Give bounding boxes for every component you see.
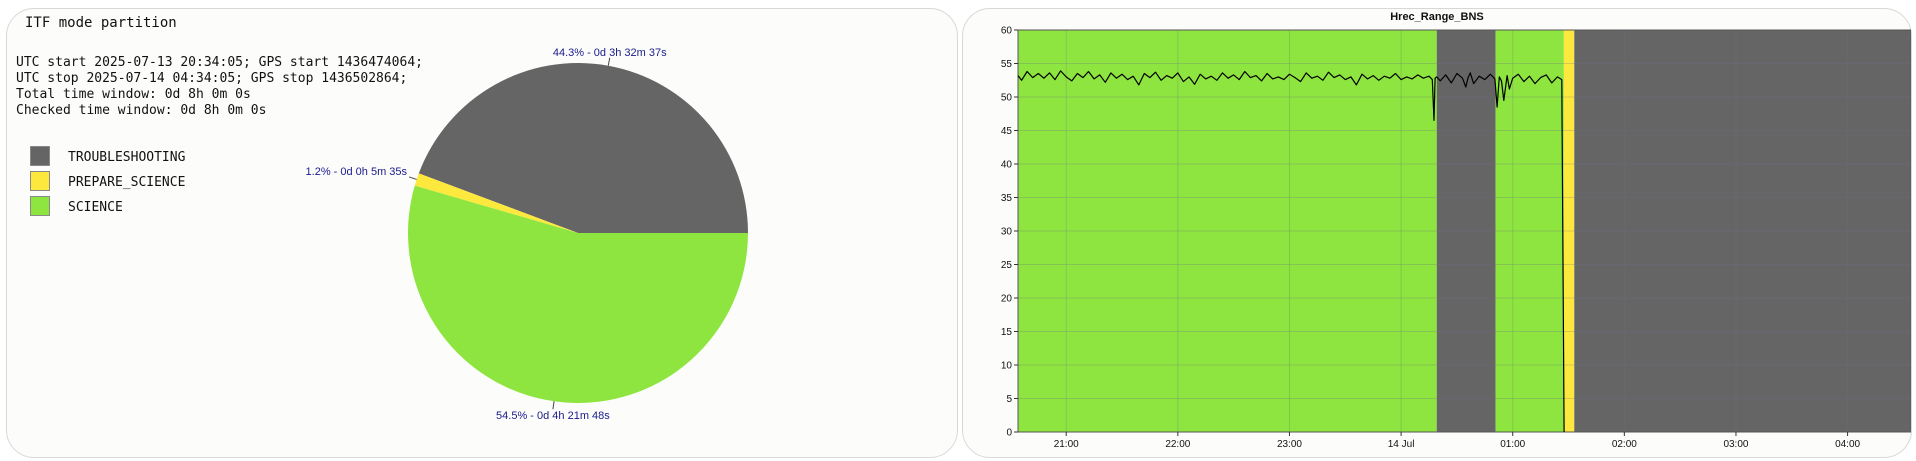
utc-start-line: UTC start 2025-07-13 20:34:05; GPS start… [16, 55, 423, 70]
utc-stop-line: UTC stop 2025-07-14 04:34:05; GPS stop 1… [16, 71, 408, 86]
y-tick-label: 10 [1001, 361, 1013, 372]
x-tick-label: 23:00 [1277, 439, 1302, 450]
x-tick-label: 02:00 [1612, 439, 1637, 450]
pie-label-prepare-science: 1.2% - 0d 0h 5m 35s [306, 166, 408, 178]
total-time-window-line: Total time window: 0d 8h 0m 0s [16, 87, 251, 102]
pie-label-leader-prepare-science [408, 176, 417, 180]
y-tick-label: 30 [1001, 227, 1013, 238]
pie-chart: 44.3% - 0d 3h 32m 37s 1.2% - 0d 0h 5m 35s… [306, 47, 748, 422]
mode-band-science-2 [1495, 30, 1564, 432]
legend-label-prepare-science: PREPARE_SCIENCE [68, 175, 186, 190]
chart-title: Hrec_Range_BNS [1390, 11, 1484, 23]
x-tick-label: 22:00 [1165, 439, 1190, 450]
y-tick-label: 35 [1001, 193, 1013, 204]
pie-label-science: 54.5% - 0d 4h 21m 48s [496, 410, 610, 422]
y-tick-label: 60 [1001, 26, 1013, 37]
y-tick-label: 50 [1001, 93, 1013, 104]
range-chart-panel: Hrec_Range_BNS 0 5 10 15 20 25 30 35 40 45 50 55 60 2… [962, 8, 1912, 458]
y-tick-label: 15 [1001, 327, 1013, 338]
x-tick-label: 21:00 [1054, 439, 1079, 450]
pie-slice-prepare-science [414, 173, 578, 233]
legend-label-troubleshooting: TROUBLESHOOTING [68, 150, 186, 165]
legend-swatch-prepare-science [30, 171, 50, 191]
y-tick-label: 25 [1001, 260, 1013, 271]
pie-slice-troubleshooting [418, 62, 748, 233]
x-tick-label: 03:00 [1723, 439, 1748, 450]
x-tick-label: 01:00 [1500, 439, 1525, 450]
legend-label-science: SCIENCE [68, 200, 123, 215]
pie-label-leader-science [552, 401, 555, 410]
pie-label-leader-troubleshooting [607, 57, 611, 66]
mode-band-troubleshooting-4 [1574, 30, 1911, 432]
pie-label-troubleshooting: 44.3% - 0d 3h 32m 37s [553, 47, 667, 59]
y-tick-label: 45 [1001, 126, 1013, 137]
range-series-line [1017, 70, 1565, 433]
legend-swatch-science [30, 196, 50, 216]
mode-partition-panel: ITF mode partition UTC start 2025-07-13 … [6, 8, 958, 458]
y-tick-label: 20 [1001, 294, 1013, 305]
mode-band-troubleshooting-1 [1436, 30, 1496, 432]
mode-band-science-0 [1018, 30, 1437, 432]
x-tick-label: 14 Jul [1388, 439, 1415, 450]
pie-slice-science [408, 185, 748, 403]
mode-band-prepare-science-3 [1563, 30, 1575, 432]
range-line-chart: Hrec_Range_BNS 0 5 10 15 20 25 30 35 40 45 50 55 60 2… [1001, 11, 1911, 450]
y-tick-label: 5 [1006, 394, 1012, 405]
legend-swatch-troubleshooting [30, 146, 50, 166]
panel-title: ITF mode partition [25, 15, 177, 31]
x-tick-label: 04:00 [1835, 439, 1860, 450]
checked-time-window-line: Checked time window: 0d 8h 0m 0s [16, 103, 267, 118]
y-tick-label: 40 [1001, 160, 1013, 171]
y-tick-label: 0 [1006, 428, 1012, 439]
y-tick-label: 55 [1001, 59, 1013, 70]
